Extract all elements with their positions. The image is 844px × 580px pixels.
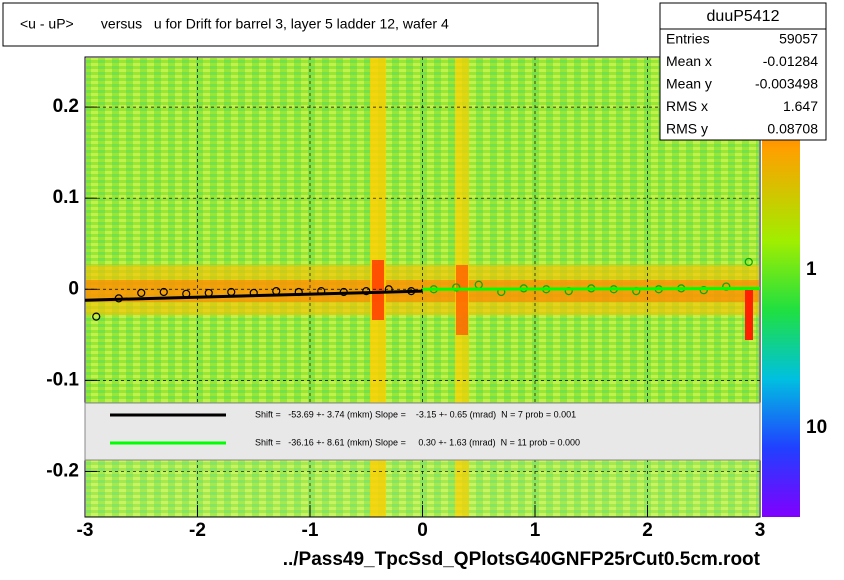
stats-value: 59057 — [779, 31, 818, 47]
profile-point — [744, 257, 753, 267]
colorbar-label: 1 — [806, 259, 817, 280]
y-tick-label: -0.1 — [46, 369, 79, 390]
stats-value: 0.08708 — [767, 121, 818, 137]
profile-point — [722, 282, 731, 291]
title-box — [2, 2, 599, 47]
y-tick-label: 0 — [68, 278, 79, 299]
x-tick-label: 0 — [417, 520, 428, 541]
y-tick-label: 0.2 — [53, 96, 79, 117]
stats-label: Mean y — [666, 76, 712, 92]
y-tick-label: 0.1 — [53, 187, 80, 208]
x-tick-label: -3 — [77, 520, 94, 541]
stats-label: Entries — [666, 31, 710, 47]
stats-label: Mean x — [666, 53, 712, 69]
stats-name: duuP5412 — [707, 8, 780, 25]
x-tick-label: 2 — [642, 520, 653, 541]
stats-label: RMS y — [666, 121, 708, 137]
profile-point — [159, 287, 168, 297]
stats-value: 1.647 — [783, 98, 818, 114]
profile-point — [137, 288, 146, 298]
x-axis-label: ../Pass49_TpcSsd_QPlotsG40GNFP25rCut0.5c… — [283, 549, 761, 570]
x-tick-label: 1 — [530, 520, 541, 541]
x-tick-label: -1 — [302, 520, 319, 541]
fit-line — [84, 289, 423, 302]
fit-line — [422, 286, 761, 291]
legend — [84, 402, 761, 461]
x-tick-label: 3 — [755, 520, 766, 541]
profile-point — [699, 286, 708, 295]
legend-label: Shift = -36.16 +- 8.61 (mkm) Slope = 0.3… — [255, 437, 580, 447]
stats-value: -0.003498 — [755, 76, 818, 92]
x-tick-label: -2 — [189, 520, 206, 541]
y-tick-label: -0.2 — [46, 460, 79, 481]
colorbar-label: 10 — [806, 417, 827, 438]
profile-point — [92, 312, 101, 321]
stats-value: -0.01284 — [763, 53, 818, 69]
stats-label: RMS x — [666, 98, 708, 114]
chart-title: <u - uP> versus u for Drift for barrel 3… — [20, 16, 449, 32]
stats-box — [659, 2, 827, 141]
legend-label: Shift = -53.69 +- 3.74 (mkm) Slope = -3.… — [255, 409, 576, 419]
profile-point — [452, 283, 461, 292]
